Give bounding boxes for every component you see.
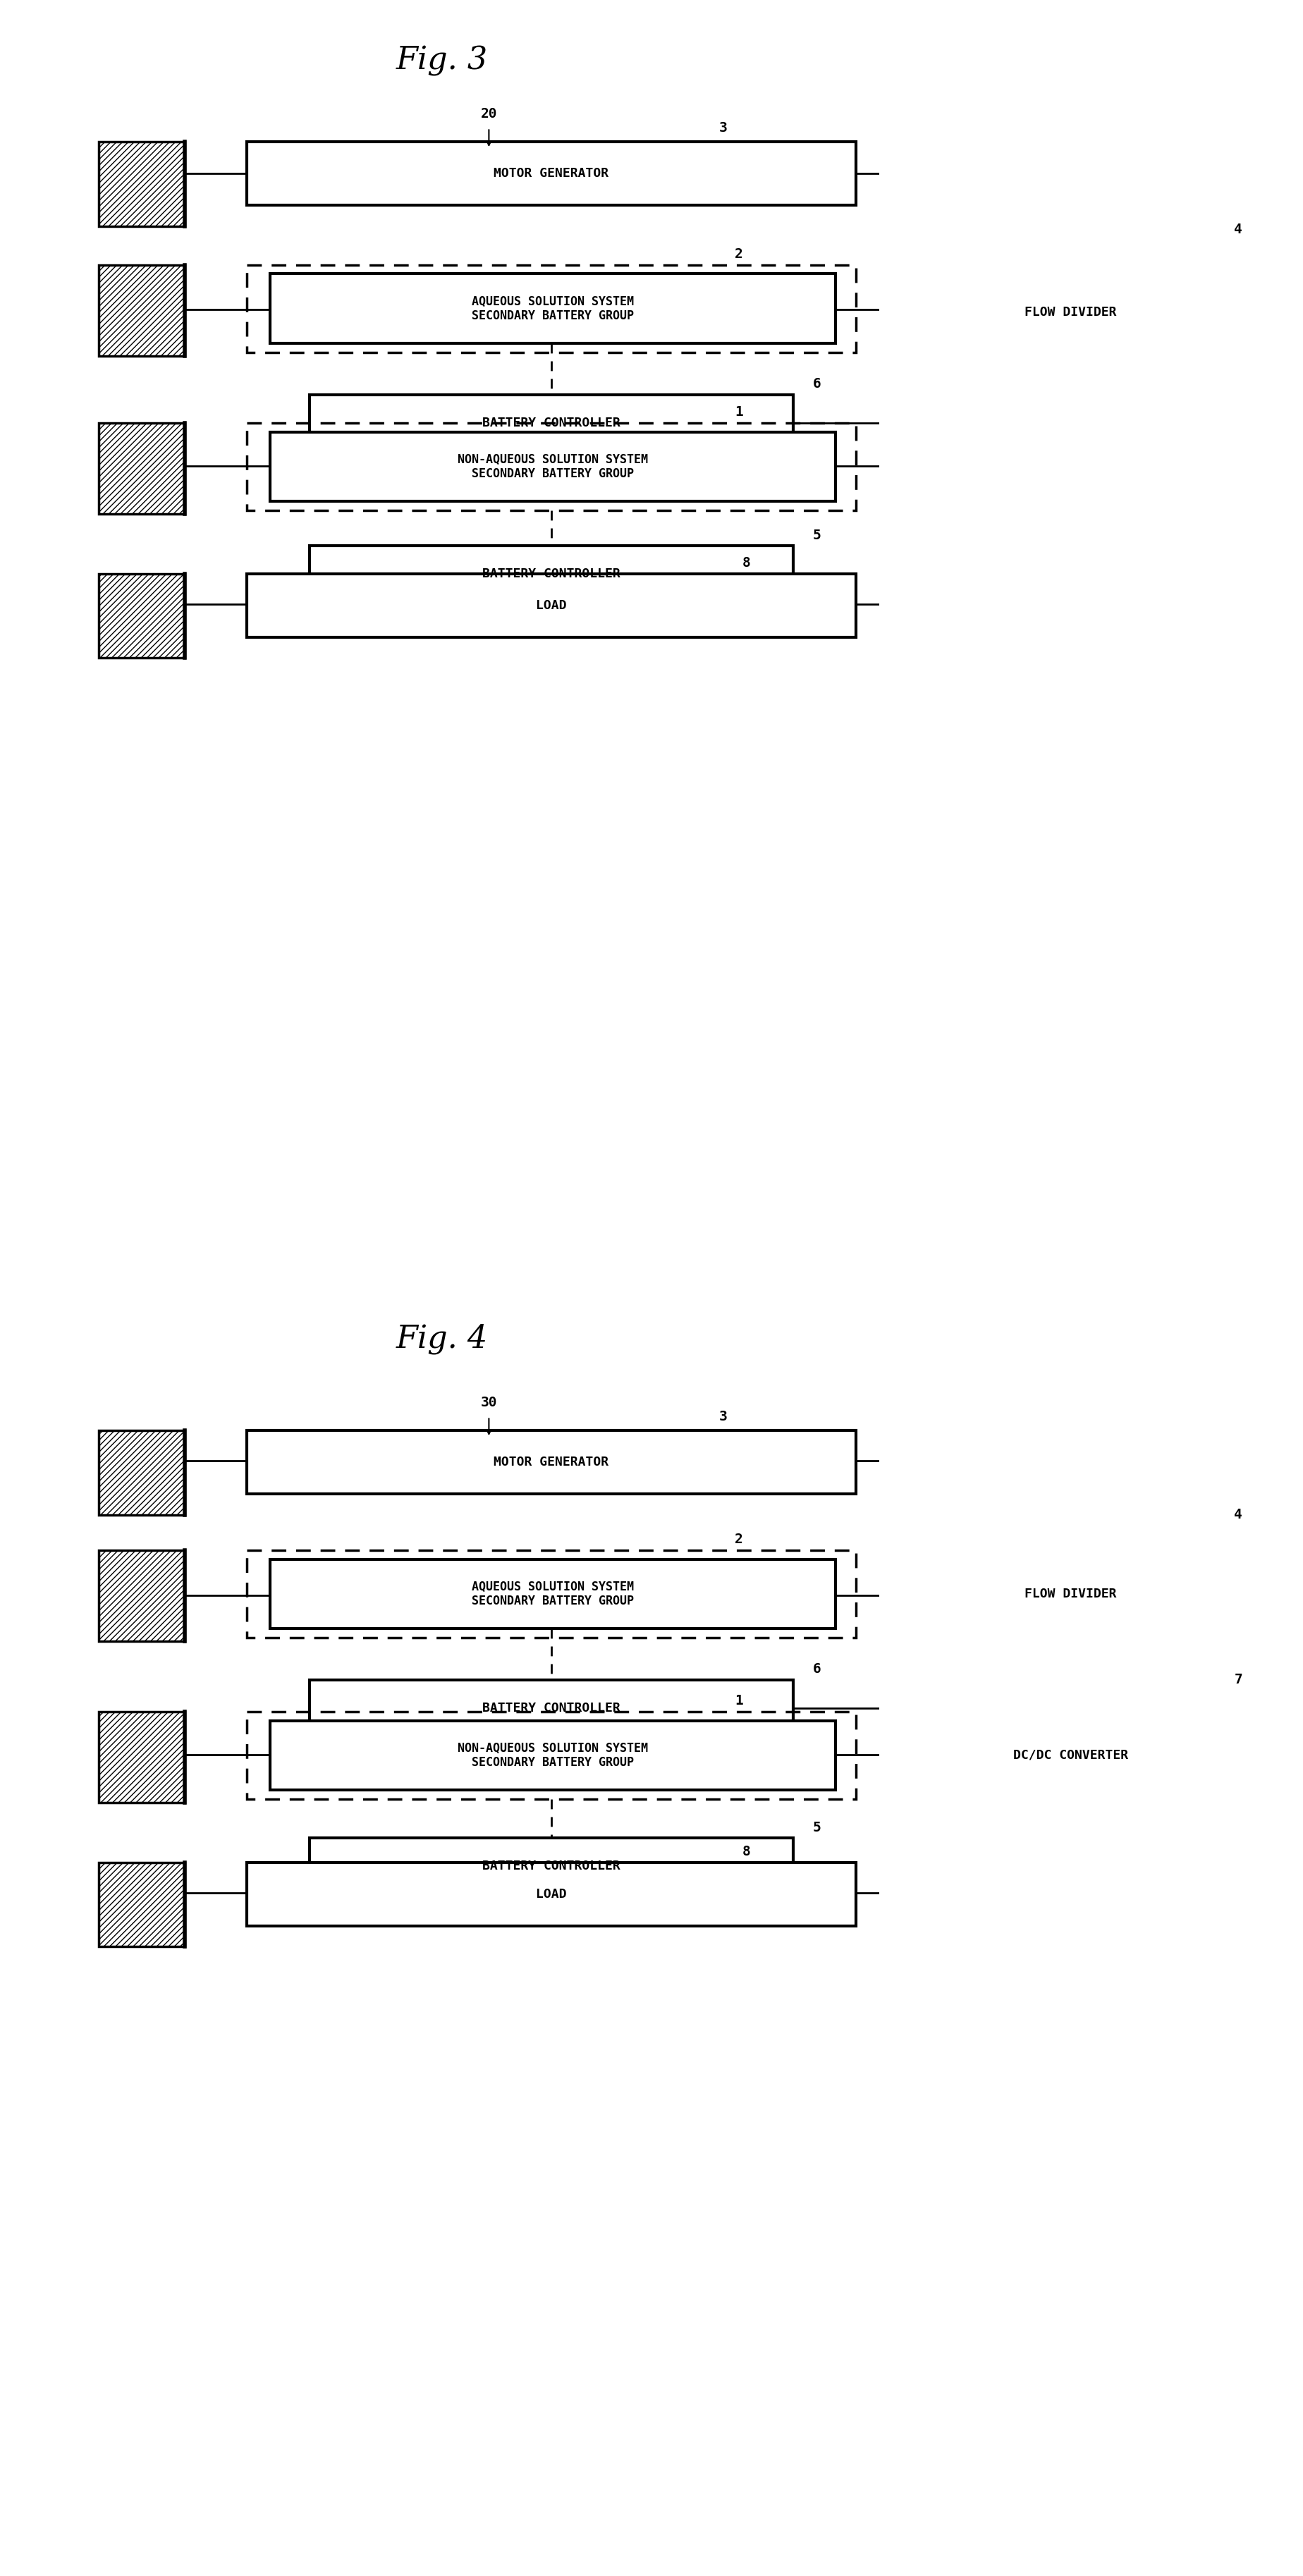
Bar [246, 422, 856, 510]
Text: 8: 8 [743, 556, 751, 569]
Text: MOTOR GENERATOR: MOTOR GENERATOR [494, 167, 609, 180]
Bar [99, 1430, 185, 1515]
Bar [99, 142, 185, 227]
Bar [246, 1862, 856, 1927]
Text: 4: 4 [1234, 1507, 1243, 1522]
Text: 30: 30 [481, 1396, 498, 1409]
Text: FLOW DIVIDER: FLOW DIVIDER [1024, 1587, 1117, 1600]
Text: 6: 6 [813, 379, 821, 392]
Bar [246, 265, 856, 353]
Text: MOTOR GENERATOR: MOTOR GENERATOR [494, 1455, 609, 1468]
Bar [246, 1710, 856, 1798]
Bar [99, 1710, 185, 1803]
Bar [270, 1558, 835, 1628]
Text: BATTERY CONTROLLER: BATTERY CONTROLLER [482, 567, 620, 580]
Text: 5: 5 [813, 528, 821, 541]
Bar [99, 1551, 185, 1641]
Bar [99, 142, 185, 227]
Bar [99, 265, 185, 355]
Text: 6: 6 [813, 1662, 821, 1677]
Bar [926, 1533, 1214, 1656]
Text: AQUEOUS SOLUTION SYSTEM
SECONDARY BATTERY GROUP: AQUEOUS SOLUTION SYSTEM SECONDARY BATTER… [472, 296, 635, 322]
Text: 2: 2 [735, 247, 743, 260]
Text: 4: 4 [1234, 224, 1243, 237]
Text: LOAD: LOAD [536, 1888, 567, 1901]
Text: 5: 5 [813, 1821, 821, 1834]
Bar [246, 574, 856, 636]
Bar [99, 574, 185, 657]
Text: DC/DC CONVERTER: DC/DC CONVERTER [1012, 1749, 1128, 1762]
Text: 8: 8 [743, 1844, 751, 1860]
Text: 20: 20 [481, 108, 498, 121]
Text: 1: 1 [735, 404, 743, 420]
Text: 1: 1 [735, 1695, 743, 1708]
Text: AQUEOUS SOLUTION SYSTEM
SECONDARY BATTERY GROUP: AQUEOUS SOLUTION SYSTEM SECONDARY BATTER… [472, 1579, 635, 1607]
Bar [99, 422, 185, 515]
Bar [270, 433, 835, 502]
Bar [99, 574, 185, 657]
Text: LOAD: LOAD [536, 600, 567, 611]
Bar [309, 546, 794, 603]
Text: 7: 7 [1234, 1674, 1243, 1687]
Bar [99, 1430, 185, 1515]
Bar [246, 1551, 856, 1638]
Text: BATTERY CONTROLLER: BATTERY CONTROLLER [482, 417, 620, 430]
Bar [270, 273, 835, 343]
Text: NON-AQUEOUS SOLUTION SYSTEM
SECONDARY BATTERY GROUP: NON-AQUEOUS SOLUTION SYSTEM SECONDARY BA… [457, 1741, 648, 1770]
Bar [309, 1837, 794, 1893]
Text: 3: 3 [719, 121, 727, 134]
Bar [99, 422, 185, 515]
Bar [926, 250, 1214, 374]
Bar [99, 1551, 185, 1641]
Bar [309, 394, 794, 451]
Bar [99, 265, 185, 355]
Bar [99, 1710, 185, 1803]
Text: BATTERY CONTROLLER: BATTERY CONTROLLER [482, 1703, 620, 1713]
Text: FLOW DIVIDER: FLOW DIVIDER [1024, 307, 1117, 319]
Bar [246, 1430, 856, 1494]
Bar [99, 1862, 185, 1947]
Text: Fig. 4: Fig. 4 [396, 1324, 487, 1355]
Text: NON-AQUEOUS SOLUTION SYSTEM
SECONDARY BATTERY GROUP: NON-AQUEOUS SOLUTION SYSTEM SECONDARY BA… [457, 453, 648, 479]
Text: 3: 3 [719, 1409, 727, 1422]
Bar [99, 1862, 185, 1947]
Text: BATTERY CONTROLLER: BATTERY CONTROLLER [482, 1860, 620, 1873]
Bar [270, 1721, 835, 1790]
Bar [926, 1695, 1214, 1816]
Text: Fig. 3: Fig. 3 [396, 46, 487, 77]
Bar [309, 1680, 794, 1736]
Text: 2: 2 [735, 1533, 743, 1546]
Bar [246, 142, 856, 206]
